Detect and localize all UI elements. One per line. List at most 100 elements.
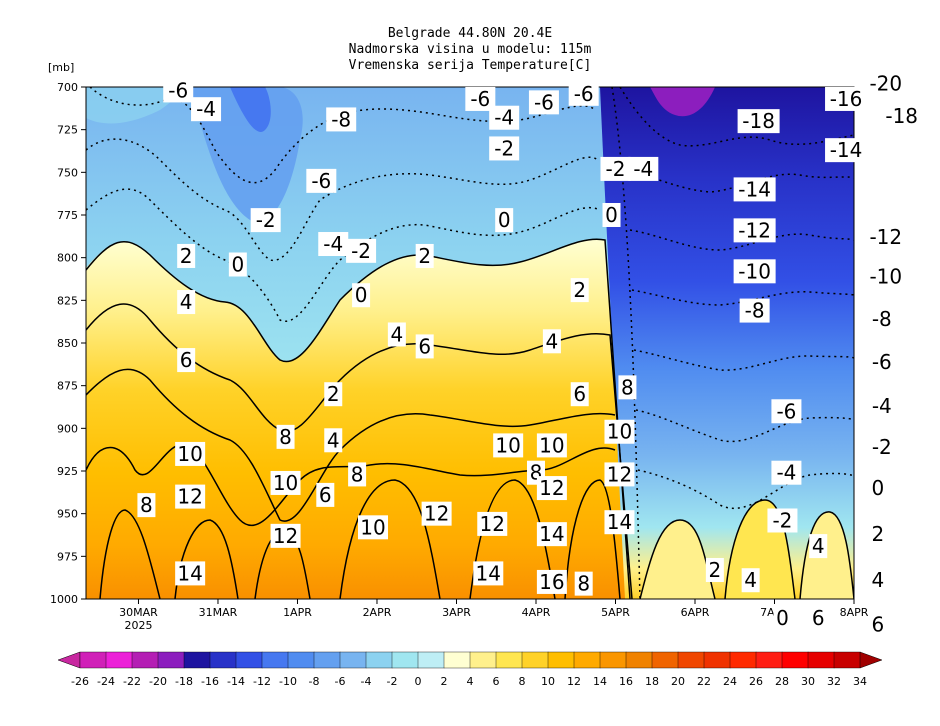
- contour-label-bg: [163, 78, 194, 103]
- contour-label-bg: [733, 177, 776, 202]
- colorbar-label: -18: [175, 675, 193, 688]
- contour-label: 12: [175, 484, 206, 509]
- contour-label-bg: [574, 571, 593, 596]
- contour-label-text: 4: [327, 428, 340, 452]
- contour-label-text: 6: [418, 334, 431, 358]
- contour-label-bg: [868, 522, 887, 547]
- contour-label: 6: [868, 612, 887, 637]
- contour-label-text: -2: [351, 239, 371, 263]
- cold-core-2: [230, 87, 271, 132]
- title-line-1: Belgrade 44.80N 20.4E: [388, 26, 552, 41]
- contour-label-text: -18: [742, 109, 775, 133]
- contour-label-text: 10: [539, 433, 564, 457]
- contour-label-text: 2: [871, 522, 884, 546]
- contour-label-bg: [600, 156, 631, 181]
- contour-label-bg: [868, 612, 887, 637]
- contour-label-bg: [771, 460, 802, 485]
- colorbar-label: 28: [775, 675, 789, 688]
- contour-label: -10: [733, 259, 776, 284]
- contour-label-text: 4: [546, 329, 559, 353]
- colorbar-label: -6: [335, 675, 346, 688]
- colorbar-label: 26: [749, 675, 763, 688]
- colorbar-label: 6: [493, 675, 500, 688]
- contour-label: 10: [175, 441, 206, 466]
- contour-label: -18: [737, 109, 780, 134]
- x-tick-label: 3APR: [442, 606, 471, 619]
- y-tick-label: 1000: [50, 593, 78, 606]
- contour-label-text: -4: [633, 157, 653, 181]
- colorbar-swatch: [313, 651, 341, 669]
- y-tick-label: 850: [57, 337, 78, 350]
- title-line-2: Nadmorska visina u modelu: 115m: [349, 42, 592, 57]
- contour-label-text: 10: [273, 471, 298, 495]
- contour-label-bg: [250, 208, 281, 233]
- contour-label-bg: [495, 208, 514, 233]
- contour-label-text: 6: [319, 483, 332, 507]
- contour-label-text: -14: [830, 138, 863, 162]
- contour-label-bg: [536, 522, 567, 547]
- contour-label-text: 14: [607, 510, 632, 534]
- contour-label-text: 8: [140, 493, 153, 517]
- warm-region: [86, 239, 630, 599]
- contour-label-text: -6: [872, 350, 892, 374]
- contour-lines: [86, 238, 854, 599]
- contour-label-text: 6: [180, 348, 193, 372]
- y-tick-label: 875: [57, 380, 78, 393]
- contour-label-text: 2: [709, 558, 722, 582]
- contour-label-text: 6: [871, 613, 884, 637]
- contour-label-bg: [864, 225, 907, 250]
- contour-label-bg: [489, 105, 520, 130]
- x-tick-label: 2APR: [363, 606, 392, 619]
- contour-label: -10: [864, 264, 907, 289]
- contour-label-bg: [733, 259, 776, 284]
- colorbar-swatch: [131, 651, 159, 669]
- contour-label-text: 4: [180, 290, 193, 314]
- contour-label-text: 4: [812, 534, 825, 558]
- contour-label: 2: [415, 244, 434, 268]
- colorbar-swatch: [365, 651, 393, 669]
- contour-label-text: 0: [776, 606, 789, 630]
- contour-label-bg: [866, 435, 897, 460]
- contour-label-bg: [741, 568, 760, 593]
- contour-label-text: 10: [177, 442, 202, 466]
- contour-label: -2: [866, 435, 897, 460]
- contour-label-bg: [825, 86, 868, 111]
- contour-label: 2: [324, 382, 343, 407]
- contour-label: -18: [880, 104, 923, 129]
- colorbar-label: -10: [279, 675, 297, 688]
- contour-label-bg: [604, 462, 635, 487]
- contour-label: 16: [536, 569, 567, 594]
- colorbar-swatch: [833, 651, 861, 669]
- contour-label-text: -6: [168, 78, 188, 102]
- contour-label-text: 6: [812, 606, 825, 630]
- colorbar-low-extension: [57, 651, 81, 669]
- contour-label: 8: [276, 424, 295, 449]
- x-tick-label: 4APR: [522, 606, 551, 619]
- contour-label-bg: [477, 511, 508, 536]
- contour-label: 10: [358, 515, 389, 540]
- contour-label: -2: [767, 508, 798, 533]
- contour-label-bg: [177, 243, 196, 268]
- contour-label-text: -2: [256, 208, 276, 232]
- contour-label: -4: [489, 105, 520, 130]
- contour-label-text: -6: [534, 90, 554, 114]
- contour-label-bg: [473, 561, 504, 586]
- contour-label-bg: [177, 348, 196, 373]
- contour-label-text: -8: [745, 299, 765, 323]
- contour-label-text: 4: [744, 568, 757, 592]
- contour-label: -8: [326, 107, 357, 132]
- contour-label-text: 12: [539, 476, 564, 500]
- colorbar-label: -14: [227, 675, 245, 688]
- contour-label-bg: [618, 375, 637, 400]
- contour-label-bg: [864, 71, 907, 96]
- contour-label: -6: [866, 349, 897, 374]
- contour-label-bg: [324, 382, 343, 407]
- contour-label-text: 10: [360, 515, 385, 539]
- contour-label-text: -2: [872, 435, 892, 459]
- contour-label-bg: [352, 283, 371, 308]
- contour-label: 6: [570, 382, 589, 407]
- contour-label-text: 0: [498, 208, 511, 232]
- colorbar-swatch: [495, 651, 523, 669]
- contour-label: -6: [528, 90, 559, 115]
- contour-label-bg: [318, 232, 349, 257]
